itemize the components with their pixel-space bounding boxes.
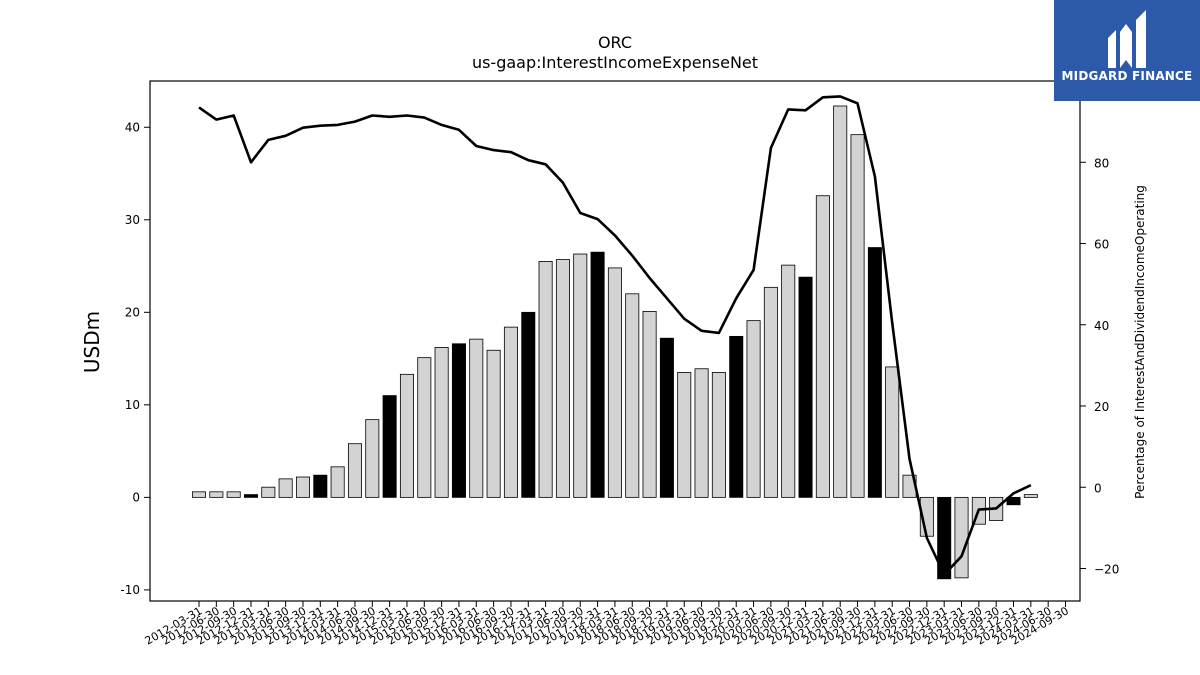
bar-2015-12-31 — [452, 344, 465, 498]
y-axis-label: USDm — [80, 311, 104, 373]
bar-2014-06-30 — [348, 444, 361, 498]
bar-2020-06-30 — [764, 287, 777, 497]
bar-2013-09-30 — [296, 477, 309, 497]
bar-2018-09-30 — [643, 311, 656, 497]
bar-2019-06-30 — [695, 369, 708, 498]
bar-2019-09-30 — [712, 372, 725, 497]
y2-tick-label: 60 — [1094, 238, 1109, 252]
bar-2024-03-31 — [1024, 495, 1037, 498]
bar-2013-12-31 — [314, 475, 327, 497]
bar-series — [192, 106, 1037, 579]
bar-2017-12-31 — [591, 252, 604, 497]
bar-2018-06-30 — [626, 294, 639, 498]
logo: MIDGARD FINANCE — [1054, 0, 1200, 101]
y-tick-label: -10 — [120, 583, 140, 597]
bar-2012-06-30 — [210, 492, 223, 498]
bar-2021-09-30 — [851, 135, 864, 498]
bar-2018-12-31 — [660, 338, 673, 497]
bar-2015-09-30 — [435, 347, 448, 497]
y-tick-label: 40 — [125, 120, 140, 134]
y2-tick-label: 80 — [1094, 156, 1109, 170]
bar-2012-09-30 — [227, 492, 240, 498]
bar-2021-12-31 — [868, 248, 881, 498]
bar-2013-03-31 — [262, 487, 275, 497]
bar-2021-03-31 — [816, 196, 829, 498]
bar-2013-06-30 — [279, 479, 292, 498]
bar-2015-03-31 — [400, 374, 413, 497]
logo-text: MIDGARD FINANCE — [1054, 69, 1200, 83]
bar-2020-03-31 — [747, 321, 760, 498]
chart-title: ORC — [598, 33, 632, 52]
right-axis-label: Percentage of InterestAndDividendIncomeO… — [1133, 185, 1147, 499]
bar-2021-06-30 — [834, 106, 847, 497]
bar-2016-03-31 — [470, 339, 483, 497]
bar-2022-03-31 — [886, 367, 899, 497]
bar-2012-03-31 — [192, 492, 205, 498]
bar-2023-03-31 — [955, 497, 968, 577]
y2-tick-label: −20 — [1094, 563, 1119, 577]
y-tick-label: 0 — [132, 490, 140, 504]
y2-tick-label: 20 — [1094, 400, 1109, 414]
left-axis-ticks: -10 0 10 20 30 40 — [120, 120, 150, 597]
x-axis-ticks: 2012-03-312012-06-302012-09-302012-12-31… — [143, 601, 1071, 648]
bar-2017-06-30 — [556, 260, 569, 498]
bar-2017-03-31 — [539, 261, 552, 497]
bar-2020-09-30 — [782, 265, 795, 497]
bar-2019-12-31 — [730, 336, 743, 497]
logo-mark-icon — [1104, 10, 1150, 70]
y-tick-label: 30 — [125, 213, 140, 227]
bar-2014-09-30 — [366, 420, 379, 498]
bar-2016-12-31 — [522, 312, 535, 497]
bar-2012-12-31 — [244, 495, 257, 498]
bar-2017-09-30 — [574, 254, 587, 497]
bar-2019-03-31 — [678, 372, 691, 497]
y2-tick-label: 0 — [1094, 481, 1102, 495]
bar-2020-12-31 — [799, 277, 812, 497]
right-axis-ticks: −20 0 20 40 60 80 — [1080, 156, 1119, 576]
y-tick-label: 20 — [125, 305, 140, 319]
bar-2018-03-31 — [608, 268, 621, 497]
y2-tick-label: 40 — [1094, 319, 1109, 333]
chart-subtitle: us-gaap:InterestIncomeExpenseNet — [472, 53, 758, 72]
chart: ORC us-gaap:InterestIncomeExpenseNet -10… — [0, 0, 1200, 675]
bar-2016-06-30 — [487, 350, 500, 497]
bar-2014-03-31 — [331, 467, 344, 498]
bar-2015-06-30 — [418, 358, 431, 498]
bar-2016-09-30 — [504, 327, 517, 497]
y-tick-label: 10 — [125, 398, 140, 412]
bar-2014-12-31 — [383, 396, 396, 498]
